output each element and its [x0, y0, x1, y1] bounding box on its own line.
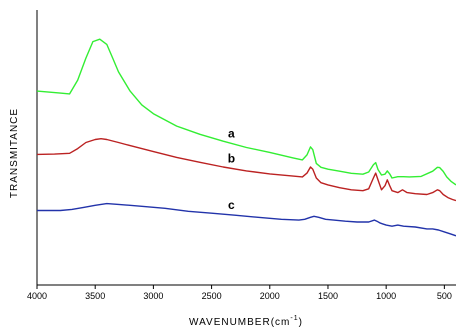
x-tick-label-3000: 3000: [143, 291, 163, 301]
x-axis-title-suffix: ): [299, 317, 303, 328]
series-label-c: c: [228, 198, 235, 212]
x-axis-title-main: WAVENUMBER(cm: [189, 317, 290, 328]
series-line-a: [36, 38, 456, 186]
series-label-a: a: [228, 126, 235, 140]
x-tick-label-2000: 2000: [260, 291, 280, 301]
x-axis-title: WAVENUMBER(cm-1): [189, 315, 303, 328]
x-tick-label-2500: 2500: [202, 291, 222, 301]
x-tick-label-1500: 1500: [318, 291, 338, 301]
y-axis-title: TRANSMITANCE: [9, 108, 20, 198]
series-layer: [36, 38, 456, 237]
x-tick-label-3500: 3500: [85, 291, 105, 301]
x-tick-label-4000: 4000: [27, 291, 47, 301]
plot-area: 4000 3500 3000 2500 2000 1500 1000 500 ab c: [27, 10, 456, 301]
x-axis-title-superscript: -1: [290, 315, 298, 322]
x-tick-label-500: 500: [437, 291, 452, 301]
series-labels: ab c: [228, 126, 235, 211]
x-axis-ticks: 4000 3500 3000 2500 2000 1500 1000 500: [27, 285, 452, 301]
series-line-b: [36, 138, 456, 202]
series-label-b: b: [228, 151, 235, 165]
x-tick-label-1000: 1000: [376, 291, 396, 301]
series-line-c: [37, 202, 456, 237]
